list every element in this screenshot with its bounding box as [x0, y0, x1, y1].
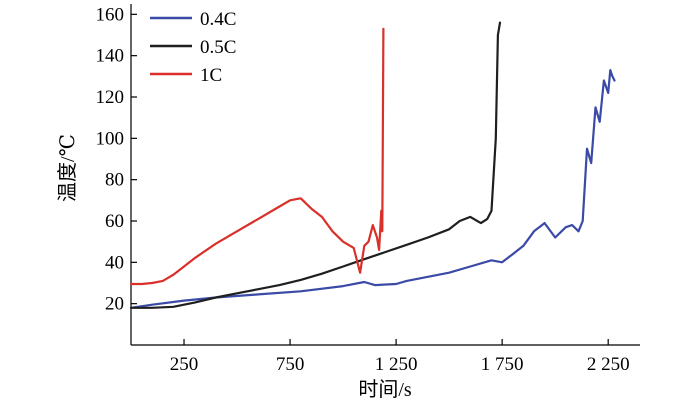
x-tick-label: 250 [170, 354, 199, 375]
series-line-0 [129, 68, 616, 309]
legend: 0.4C 0.5C 1C [150, 9, 236, 86]
legend-label: 1C [200, 65, 222, 86]
x-tick-label: 1 250 [375, 354, 418, 375]
axes [130, 4, 640, 346]
x-tick-label: 1 750 [481, 354, 524, 375]
x-axis-title: 时间/s [358, 378, 412, 401]
series-layer [129, 21, 616, 309]
y-tick-label: 60 [105, 211, 124, 232]
y-tick-label: 160 [96, 4, 125, 25]
x-ticks: 250 750 1 250 1 750 2 250 [170, 339, 630, 375]
y-tick-label: 20 [105, 294, 124, 315]
y-tick-label: 100 [96, 128, 125, 149]
y-tick-label: 120 [96, 87, 125, 108]
legend-label: 0.4C [200, 9, 236, 30]
y-tick-label: 80 [105, 170, 124, 191]
series-line-2 [129, 27, 385, 286]
legend-label: 0.5C [200, 37, 236, 58]
series-line-1 [129, 21, 502, 309]
x-tick-label: 2 250 [587, 354, 630, 375]
y-axis-title: 温度/℃ [56, 134, 79, 202]
x-tick-label: 750 [276, 354, 305, 375]
y-ticks: 20 40 60 80 100 120 140 160 [96, 4, 137, 315]
y-tick-label: 140 [96, 46, 125, 67]
y-tick-label: 40 [105, 252, 124, 273]
